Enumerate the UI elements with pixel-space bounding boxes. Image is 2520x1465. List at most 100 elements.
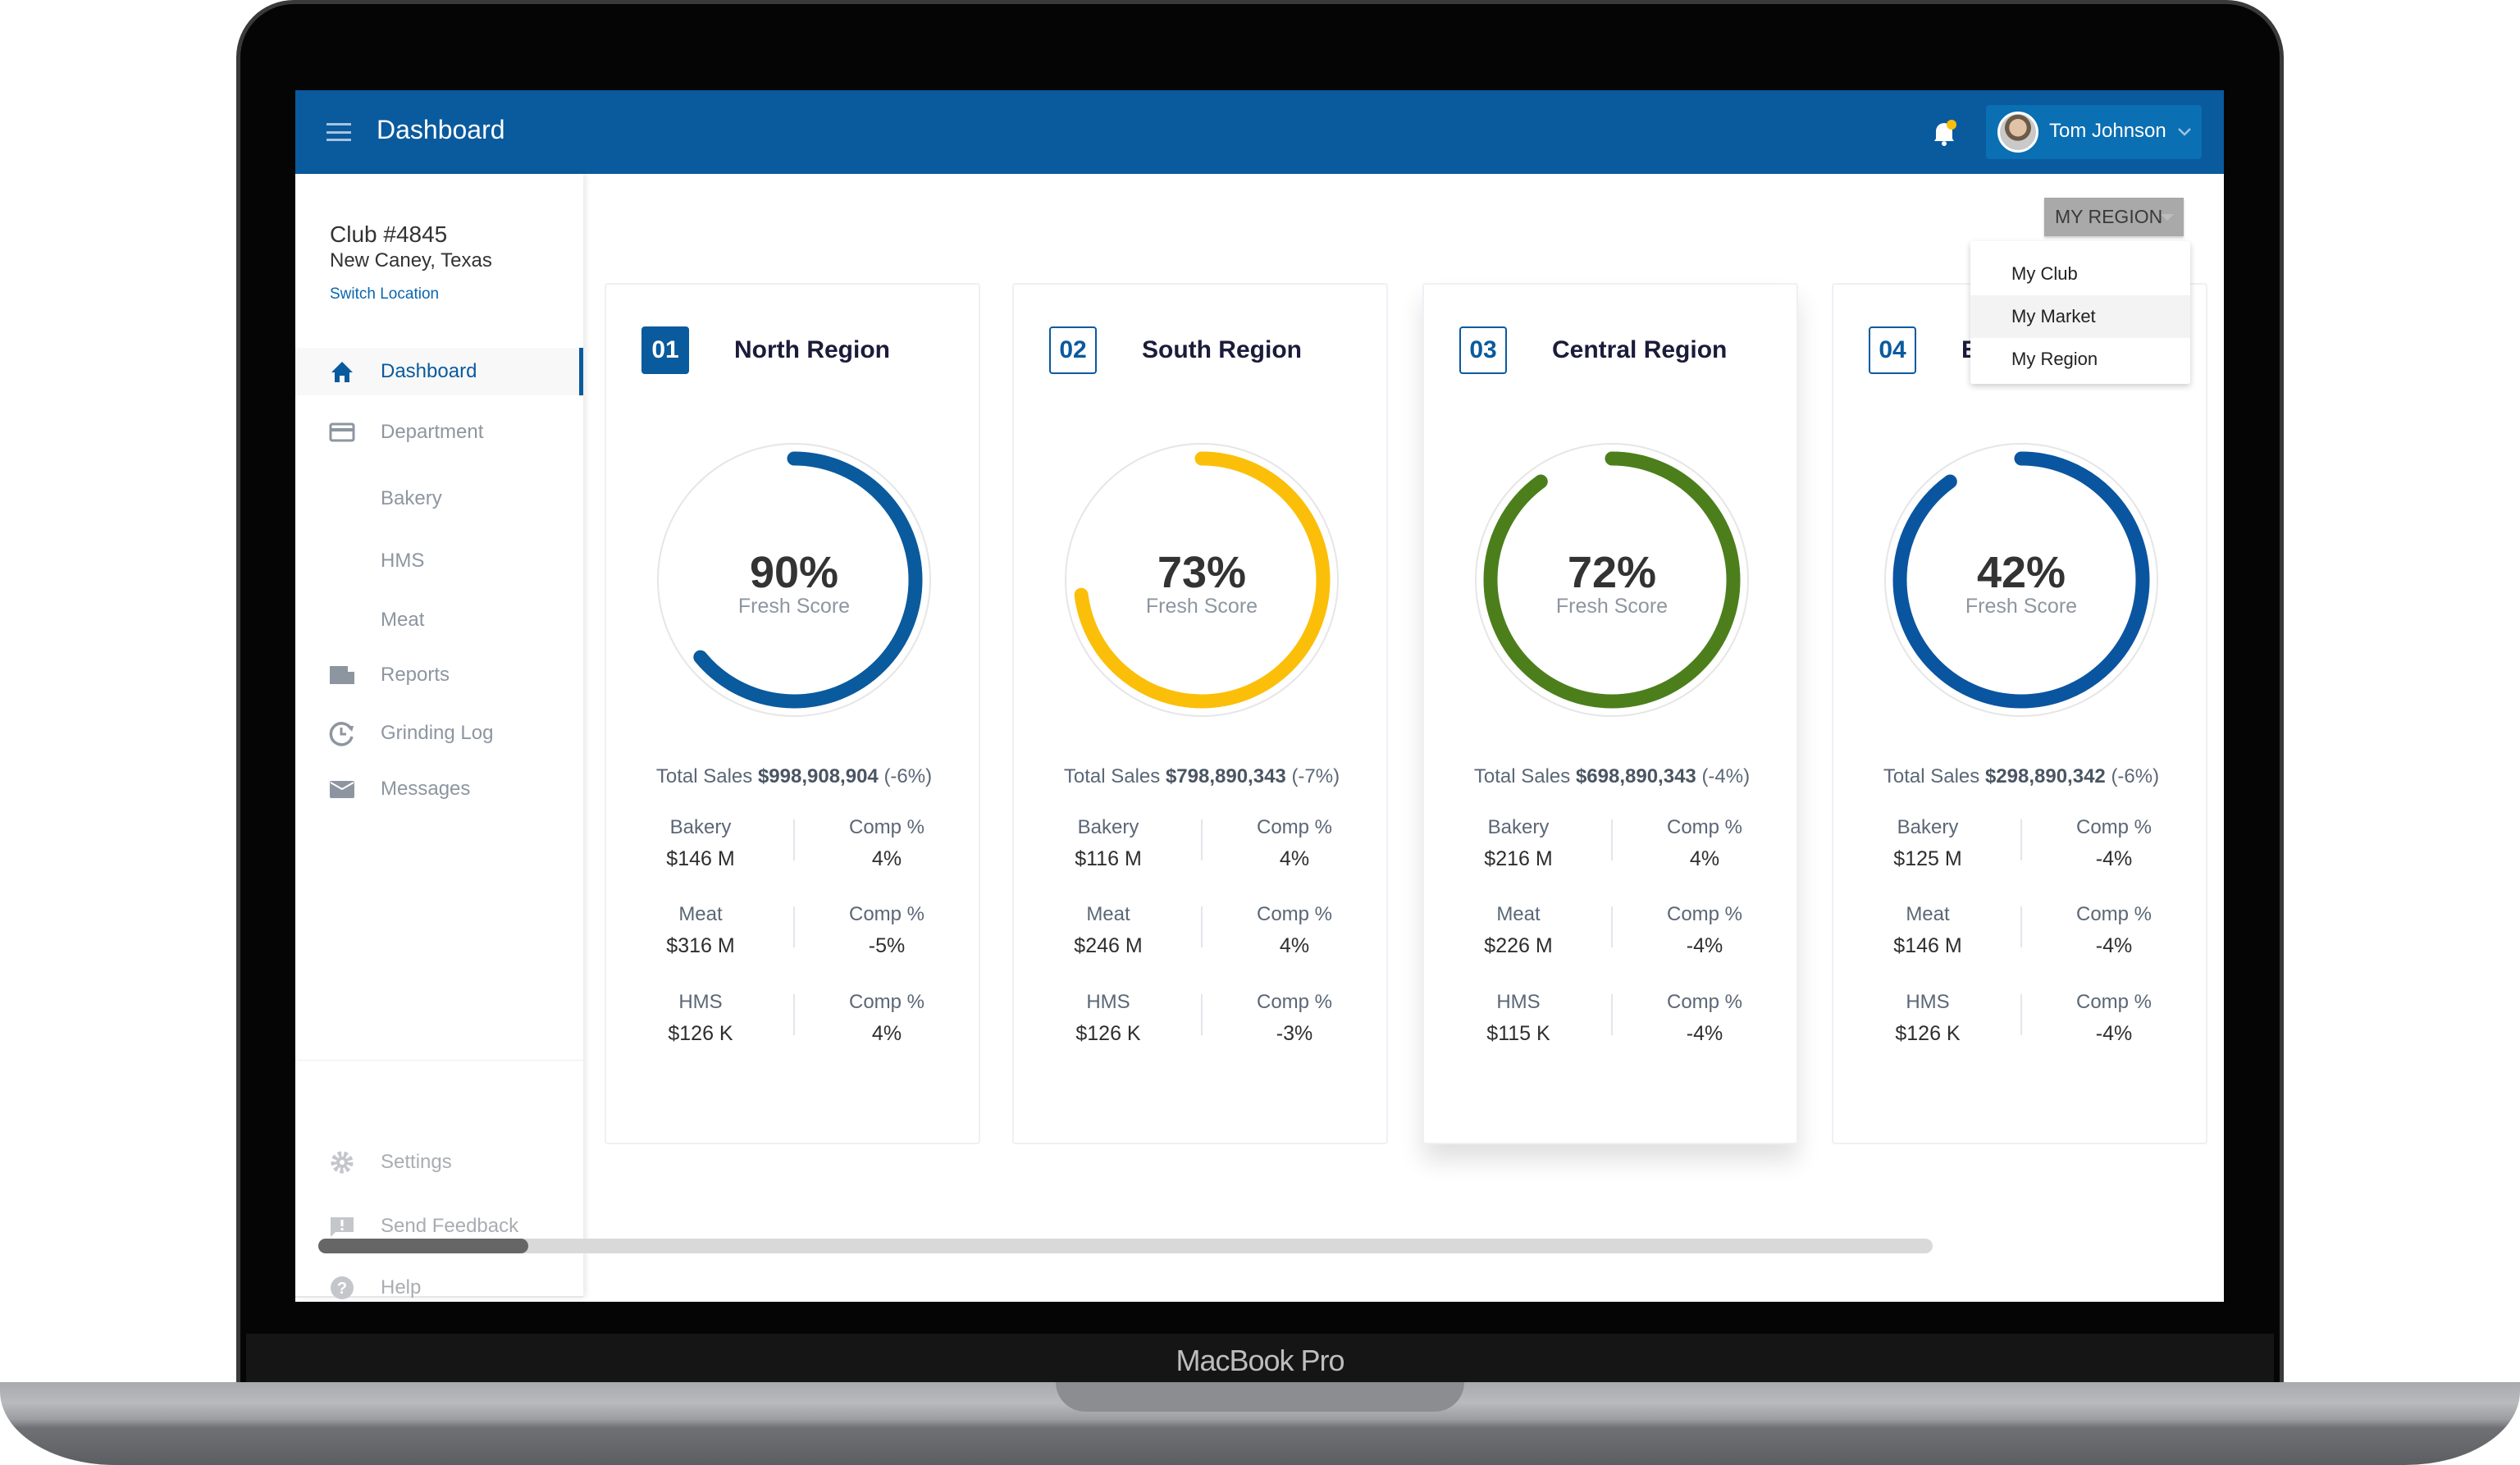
fresh-score-gauge (1475, 443, 1749, 717)
total-sales: Total Sales $298,890,342 (-6%) (1833, 765, 2209, 788)
menu-item-my-club[interactable]: My Club (2011, 263, 2078, 284)
card-icon (329, 422, 355, 442)
sidebar-item-label: Messages (381, 778, 471, 800)
department-sales: $125 M (1893, 847, 1962, 870)
comp-label: Comp % (848, 816, 925, 838)
column-divider (1611, 994, 1613, 1035)
folder-icon (330, 666, 354, 684)
comp-label: Comp % (2075, 816, 2152, 838)
sidebar-item-meat[interactable]: Meat (295, 596, 583, 644)
page-title: Dashboard (377, 115, 505, 144)
department-label: Bakery (1077, 816, 1139, 838)
feedback-icon (331, 1217, 354, 1237)
department-label: Meat (1906, 903, 1950, 925)
comp-label: Comp % (2075, 903, 2152, 925)
menu-item-my-region[interactable]: My Region (2011, 349, 2098, 369)
region-title: Central Region (1552, 336, 1728, 363)
sidebar-item-label: Meat (381, 609, 425, 631)
menu-item-my-market[interactable]: My Market (1970, 295, 2190, 338)
fresh-score-gauge (1884, 443, 2158, 717)
sidebar-item-send-feedback[interactable]: Send Feedback (295, 1203, 583, 1250)
gauge-arc (1483, 451, 1741, 709)
sidebar-item-bakery[interactable]: Bakery (295, 475, 583, 523)
column-divider (1201, 819, 1203, 860)
gauge-track (657, 443, 931, 717)
fresh-score-value: 72% (1567, 548, 1657, 597)
department-sales: $146 M (666, 847, 735, 870)
column-divider (2020, 906, 2022, 947)
region-filter-select[interactable]: MY REGION (2044, 198, 2184, 236)
sidebar-item-label: HMS (381, 550, 425, 572)
region-card[interactable]: 03 Central Region 72% Fresh Score Total … (1422, 283, 1798, 1144)
gauge-arc (665, 451, 923, 709)
total-sales: Total Sales $798,890,343 (-7%) (1014, 765, 1390, 788)
region-filter-value: MY REGION (2055, 206, 2163, 227)
comp-value: -4% (1686, 1022, 1723, 1045)
region-title: South Region (1142, 336, 1302, 363)
sidebar: Club #4845 New Caney, Texas Switch Locat… (295, 174, 583, 1299)
fresh-score-value: 42% (1976, 548, 2066, 597)
sidebar-item-department[interactable]: Department (295, 408, 583, 456)
fresh-score-label: Fresh Score (737, 595, 851, 618)
chevron-down-icon (2178, 128, 2191, 136)
top-bar: Dashboard Tom Johnson (295, 90, 2224, 174)
comp-value: 4% (1279, 934, 1310, 957)
sidebar-item-hms[interactable]: HMS (295, 537, 583, 585)
department-label: Bakery (1897, 816, 1959, 838)
department-label: HMS (1496, 991, 1541, 1013)
mail-icon (330, 781, 354, 798)
gauge-track (1884, 443, 2158, 717)
switch-location-link[interactable]: Switch Location (330, 285, 440, 303)
total-sales-label: Total Sales (1063, 765, 1161, 787)
department-sales: $116 M (1075, 847, 1142, 870)
column-divider (2020, 994, 2022, 1035)
total-sales-value: $798,890,343 (1165, 765, 1286, 787)
column-divider (2020, 819, 2022, 860)
horizontal-scrollbar[interactable] (318, 1239, 1933, 1253)
fresh-score-gauge (657, 443, 931, 717)
region-card[interactable]: 04 E 42% Fresh Score Total Sales $298,89… (1832, 283, 2207, 1144)
user-menu-button[interactable]: Tom Johnson (1986, 105, 2202, 159)
fresh-score-label: Fresh Score (1555, 595, 1669, 618)
comp-value: 4% (1689, 847, 1720, 870)
department-sales: $126 K (1895, 1022, 1961, 1045)
comp-label: Comp % (1256, 816, 1333, 838)
sidebar-item-label: Dashboard (381, 360, 477, 382)
sidebar-item-help[interactable]: ? Help (295, 1264, 583, 1302)
scrollbar-thumb[interactable] (318, 1239, 528, 1253)
avatar (1997, 112, 2038, 153)
gauge-track (1065, 443, 1339, 717)
bell-icon[interactable] (1928, 116, 1961, 149)
department-label: Bakery (1487, 816, 1550, 838)
laptop-chin: MacBook Pro (246, 1334, 2274, 1385)
sidebar-item-messages[interactable]: Messages (295, 765, 583, 813)
sidebar-item-grinding-log[interactable]: Grinding Log (295, 710, 583, 757)
svg-text:?: ? (337, 1280, 347, 1298)
region-card[interactable]: 01 North Region 90% Fresh Score Total Sa… (605, 283, 980, 1144)
gauge-arc (1892, 451, 2150, 709)
department-sales: $115 K (1486, 1022, 1550, 1045)
sidebar-item-reports[interactable]: Reports (295, 651, 583, 699)
total-sales-change: (-4%) (1701, 765, 1751, 787)
column-divider (1611, 819, 1613, 860)
comp-label: Comp % (1666, 991, 1743, 1013)
department-label: Bakery (669, 816, 732, 838)
user-name: Tom Johnson (2049, 120, 2166, 142)
comp-value: 4% (871, 1022, 902, 1045)
column-divider (1611, 906, 1613, 947)
department-sales: $316 M (666, 934, 735, 957)
total-sales: Total Sales $698,890,343 (-4%) (1424, 765, 1800, 788)
region-number-badge: 01 (641, 326, 689, 374)
sidebar-item-label: Settings (381, 1151, 452, 1173)
comp-value: 4% (871, 847, 902, 870)
gauge-track (1475, 443, 1749, 717)
help-icon: ? (331, 1276, 354, 1299)
sidebar-item-dashboard[interactable]: Dashboard (295, 348, 583, 395)
total-sales-label: Total Sales (655, 765, 753, 787)
total-sales-change: (-6%) (883, 765, 933, 787)
region-filter-menu: My Club My Market My Region (1970, 241, 2190, 384)
region-card[interactable]: 02 South Region 73% Fresh Score Total Sa… (1012, 283, 1388, 1144)
sidebar-item-label: Help (381, 1276, 422, 1298)
sidebar-item-settings[interactable]: Settings (295, 1139, 583, 1186)
menu-icon[interactable] (326, 123, 351, 141)
